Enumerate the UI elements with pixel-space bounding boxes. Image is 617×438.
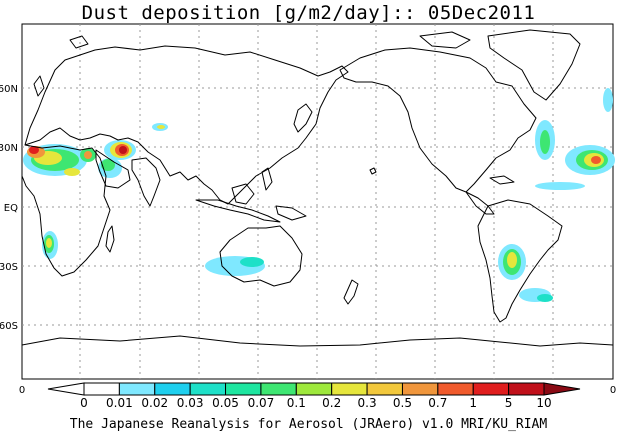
colorbar-level-label: 5 bbox=[505, 396, 513, 410]
hawaii-coast bbox=[369, 167, 377, 175]
south-america-coast bbox=[477, 199, 563, 323]
uk-coast bbox=[33, 75, 45, 97]
arctic-canada-coast bbox=[419, 31, 471, 49]
colorbar-swatch bbox=[401, 382, 439, 396]
colorbar: 0 0.01 0.02 0.03 0.05 0.07 0.1 0.2 0.3 0.5 0.7 1 5 10 bbox=[47, 382, 581, 410]
colorbar-swatch bbox=[331, 382, 368, 396]
colorbar-level-label: 0.7 bbox=[428, 396, 447, 410]
philippines-coast bbox=[261, 167, 273, 191]
colorbar-level-label: 10 bbox=[536, 396, 551, 410]
colorbar-high-arrow bbox=[543, 382, 581, 396]
colorbar-level-label: 1 bbox=[469, 396, 477, 410]
lon-label-left: 0 bbox=[19, 385, 25, 396]
colorbar-low-arrow bbox=[47, 382, 85, 396]
africa-coast bbox=[21, 144, 111, 277]
colorbar-swatch bbox=[472, 382, 510, 396]
footer-credit: The Japanese Reanalysis for Aerosol (JRA… bbox=[69, 417, 548, 432]
colorbar-swatch bbox=[366, 382, 403, 396]
colorbar-swatch bbox=[260, 382, 297, 396]
colorbar-swatch bbox=[118, 382, 156, 396]
madagascar-coast bbox=[105, 225, 115, 253]
colorbar-swatch bbox=[83, 382, 120, 396]
new-guinea-coast bbox=[275, 205, 307, 221]
borneo-coast bbox=[231, 183, 255, 205]
japan-coast bbox=[293, 103, 313, 133]
colorbar-level-label: 0 bbox=[80, 396, 88, 410]
indonesia-coast bbox=[195, 199, 281, 223]
colorbar-level-label: 0.3 bbox=[358, 396, 377, 410]
svalbard-coast bbox=[69, 35, 89, 49]
lat-label-60n: 60N bbox=[0, 84, 18, 95]
colorbar-level-label: 0.1 bbox=[287, 396, 306, 410]
lat-label-eq: EQ bbox=[4, 203, 18, 214]
lat-label-60s: 60S bbox=[0, 321, 18, 332]
colorbar-level-label: 0.2 bbox=[322, 396, 341, 410]
australia-coast bbox=[219, 225, 303, 287]
colorbar-swatch bbox=[295, 382, 333, 396]
colorbar-swatch bbox=[437, 382, 474, 396]
india-coast bbox=[131, 157, 161, 207]
lat-label-30n: 30N bbox=[0, 143, 18, 154]
dust-plumes bbox=[23, 88, 615, 302]
colorbar-swatch bbox=[508, 382, 545, 396]
colorbar-level-label: 0.01 bbox=[106, 396, 133, 410]
colorbar-level-label: 0.07 bbox=[248, 396, 275, 410]
colorbar-swatch bbox=[225, 382, 262, 396]
colorbar-swatch bbox=[189, 382, 227, 396]
colorbar-level-label: 0.5 bbox=[393, 396, 412, 410]
arabia-coast bbox=[95, 149, 131, 189]
greenland-coast bbox=[487, 29, 581, 101]
lat-label-30s: 30S bbox=[0, 262, 18, 273]
lon-label-right: 0 bbox=[610, 385, 616, 396]
central-america-coast bbox=[465, 191, 495, 215]
colorbar-level-label: 0.02 bbox=[141, 396, 168, 410]
antarctica-coast bbox=[21, 335, 614, 347]
north-america-coast bbox=[339, 47, 537, 193]
eurasia-coast bbox=[24, 45, 349, 205]
new-zealand-coast bbox=[343, 279, 359, 305]
coastlines bbox=[21, 29, 614, 347]
map-title: Dust deposition [g/m2/day]:: 05Dec2011 bbox=[81, 2, 536, 24]
colorbar-level-label: 0.03 bbox=[177, 396, 204, 410]
caribbean-coast bbox=[489, 175, 515, 185]
colorbar-swatch bbox=[154, 382, 191, 396]
colorbar-level-label: 0.05 bbox=[212, 396, 239, 410]
